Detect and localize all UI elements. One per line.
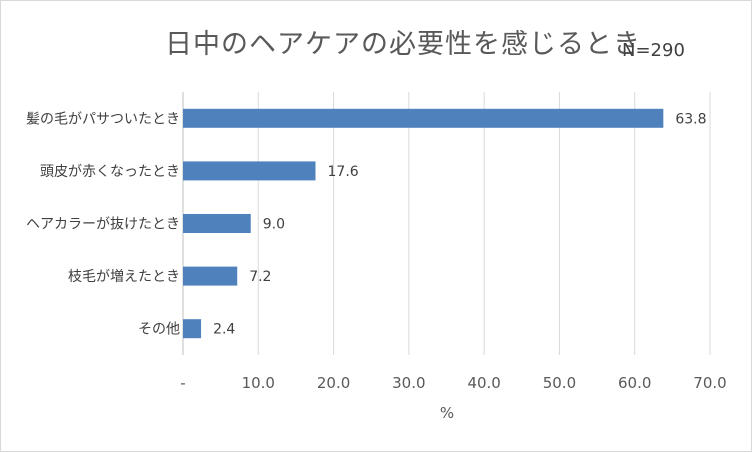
- x-tick-label: 70.0: [693, 374, 726, 392]
- x-tick-label: 30.0: [392, 374, 425, 392]
- data-label: 17.6: [328, 164, 359, 180]
- category-label: その他: [138, 322, 180, 338]
- x-tick-label: 20.0: [317, 374, 350, 392]
- x-axis-title: %: [440, 404, 454, 422]
- category-label: ヘアカラーが抜けたとき: [26, 217, 180, 233]
- bar: [183, 161, 316, 181]
- data-label: 2.4: [213, 322, 235, 338]
- x-tick-label: 60.0: [618, 374, 651, 392]
- x-tick-label: 50.0: [543, 374, 576, 392]
- x-tick-label: 10.0: [242, 374, 275, 392]
- x-tick-label: 40.0: [467, 374, 500, 392]
- sample-size-label: N=290: [622, 40, 685, 61]
- bar: [183, 266, 238, 286]
- data-label: 7.2: [249, 269, 271, 285]
- bar: [183, 108, 664, 128]
- data-label: 9.0: [263, 217, 285, 233]
- category-label: 枝毛が増えたとき: [68, 269, 180, 285]
- x-tick-label: -: [180, 374, 185, 392]
- bar: [183, 214, 251, 233]
- data-label: 63.8: [675, 111, 706, 127]
- category-label: 髪の毛がパサついたとき: [26, 111, 180, 127]
- bar: [183, 319, 202, 339]
- chart-title: 日中のヘアケアの必要性を感じるとき: [165, 29, 641, 60]
- category-label: 頭皮が赤くなったとき: [40, 164, 180, 180]
